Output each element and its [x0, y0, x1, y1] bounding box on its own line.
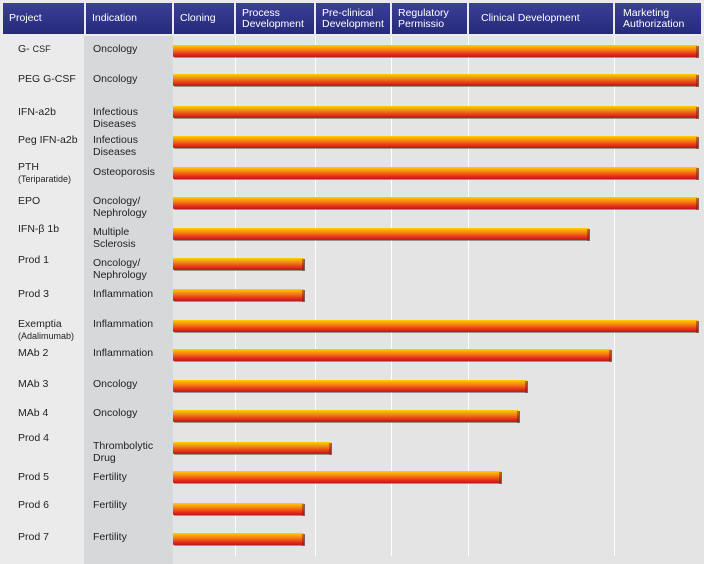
stage-divider	[315, 36, 316, 556]
project-name: MAb 4	[18, 407, 86, 420]
indication-label: Multiple Sclerosis	[93, 226, 136, 250]
progress-bar	[173, 228, 590, 241]
progress-bar	[173, 45, 699, 58]
indication-column-background	[84, 36, 173, 564]
indication-label: Infectious Diseases	[93, 134, 138, 158]
indication-label: Fertility	[93, 499, 127, 511]
project-name-suffix: (Adalimumab)	[18, 330, 75, 341]
project-name-text: Prod 3	[18, 288, 49, 300]
project-name-text: PTH	[18, 161, 39, 173]
indication-label: Fertility	[93, 471, 127, 483]
project-name-text: MAb 3	[18, 378, 49, 390]
progress-bar	[173, 380, 528, 393]
indication-label: Oncology	[93, 407, 138, 419]
indication-label: Oncology	[93, 378, 138, 390]
project-name-text: Prod 4	[18, 432, 49, 444]
project-name: PEG G-CSF	[18, 73, 86, 86]
indication-label: Fertility	[93, 531, 127, 543]
indication-label: Oncology/ Nephrology	[93, 195, 147, 219]
stage-divider	[391, 36, 392, 556]
header-stage-cloning: Cloning	[174, 3, 234, 34]
project-name-text: PEG G-CSF	[18, 73, 76, 85]
project-name: PTH (Teriparatide)	[18, 161, 86, 185]
project-name: MAb 2	[18, 347, 86, 360]
project-name-text: Exemptia	[18, 318, 62, 330]
project-column-background	[0, 36, 84, 564]
project-name-text: EPO	[18, 195, 41, 207]
header-stage-process-development: Process Development	[236, 3, 314, 34]
project-name-text: Prod 5	[18, 471, 49, 483]
project-name: MAb 3	[18, 378, 86, 391]
project-name: Prod 5	[18, 471, 86, 484]
project-name: IFN-β 1b	[18, 223, 86, 236]
indication-label: Oncology	[93, 73, 138, 85]
project-name: EPO	[18, 195, 86, 208]
project-name: Prod 6	[18, 499, 86, 512]
project-name-text: G-	[18, 43, 30, 55]
progress-bar	[173, 74, 699, 87]
project-name-suffix: (Teriparatide)	[18, 173, 72, 184]
project-name-text: Peg IFN-a2b	[18, 134, 78, 146]
project-name-text: Prod 7	[18, 531, 49, 543]
header-stage-preclinical: Pre-clinical Development	[316, 3, 390, 34]
project-name-text: Prod 6	[18, 499, 49, 511]
stage-divider	[468, 36, 469, 556]
indication-label: Infectious Diseases	[93, 106, 138, 130]
project-name: Prod 1	[18, 254, 86, 267]
project-name-suffix: CSF	[32, 44, 51, 54]
header-project: Project	[3, 3, 84, 34]
project-name: Prod 3	[18, 288, 86, 301]
project-name-text: Prod 1	[18, 254, 49, 266]
header-stage-marketing: Marketing Authorization	[615, 3, 701, 34]
header-stage-regulatory: Regulatory Permissio	[392, 3, 467, 34]
stage-divider	[614, 36, 615, 556]
indication-label: Oncology/ Nephrology	[93, 257, 147, 281]
indication-label: Oncology	[93, 43, 138, 55]
progress-bar	[173, 503, 305, 516]
progress-bar	[173, 471, 502, 484]
indication-label: Inflammation	[93, 288, 154, 300]
project-name: IFN-a2b	[18, 106, 86, 119]
progress-bar	[173, 289, 305, 302]
indication-label: Osteoporosis	[93, 166, 155, 178]
header-indication: Indication	[86, 3, 172, 34]
header-stage-clinical: Clinical Development	[469, 3, 613, 34]
project-name-text: MAb 2	[18, 347, 49, 359]
progress-bar	[173, 320, 699, 333]
progress-bar	[173, 197, 699, 210]
project-name: Peg IFN-a2b	[18, 134, 86, 147]
project-name-text: IFN-β 1b	[18, 223, 60, 235]
progress-bar	[173, 136, 699, 149]
project-name-text: MAb 4	[18, 407, 49, 419]
indication-label: Thrombolytic Drug	[93, 440, 154, 464]
project-name: Exemptia (Adalimumab)	[18, 318, 86, 342]
progress-bar	[173, 410, 520, 423]
project-name: G- CSF	[18, 43, 86, 56]
progress-bar	[173, 533, 305, 546]
progress-bar	[173, 167, 699, 180]
project-name: Prod 7	[18, 531, 86, 544]
indication-label: Inflammation	[93, 347, 154, 359]
progress-bar	[173, 349, 612, 362]
progress-bar	[173, 106, 699, 119]
indication-label: Inflammation	[93, 318, 154, 330]
project-name-text: IFN-a2b	[18, 106, 56, 118]
project-name: Prod 4	[18, 432, 86, 445]
progress-bar	[173, 258, 305, 271]
progress-bar	[173, 442, 332, 455]
